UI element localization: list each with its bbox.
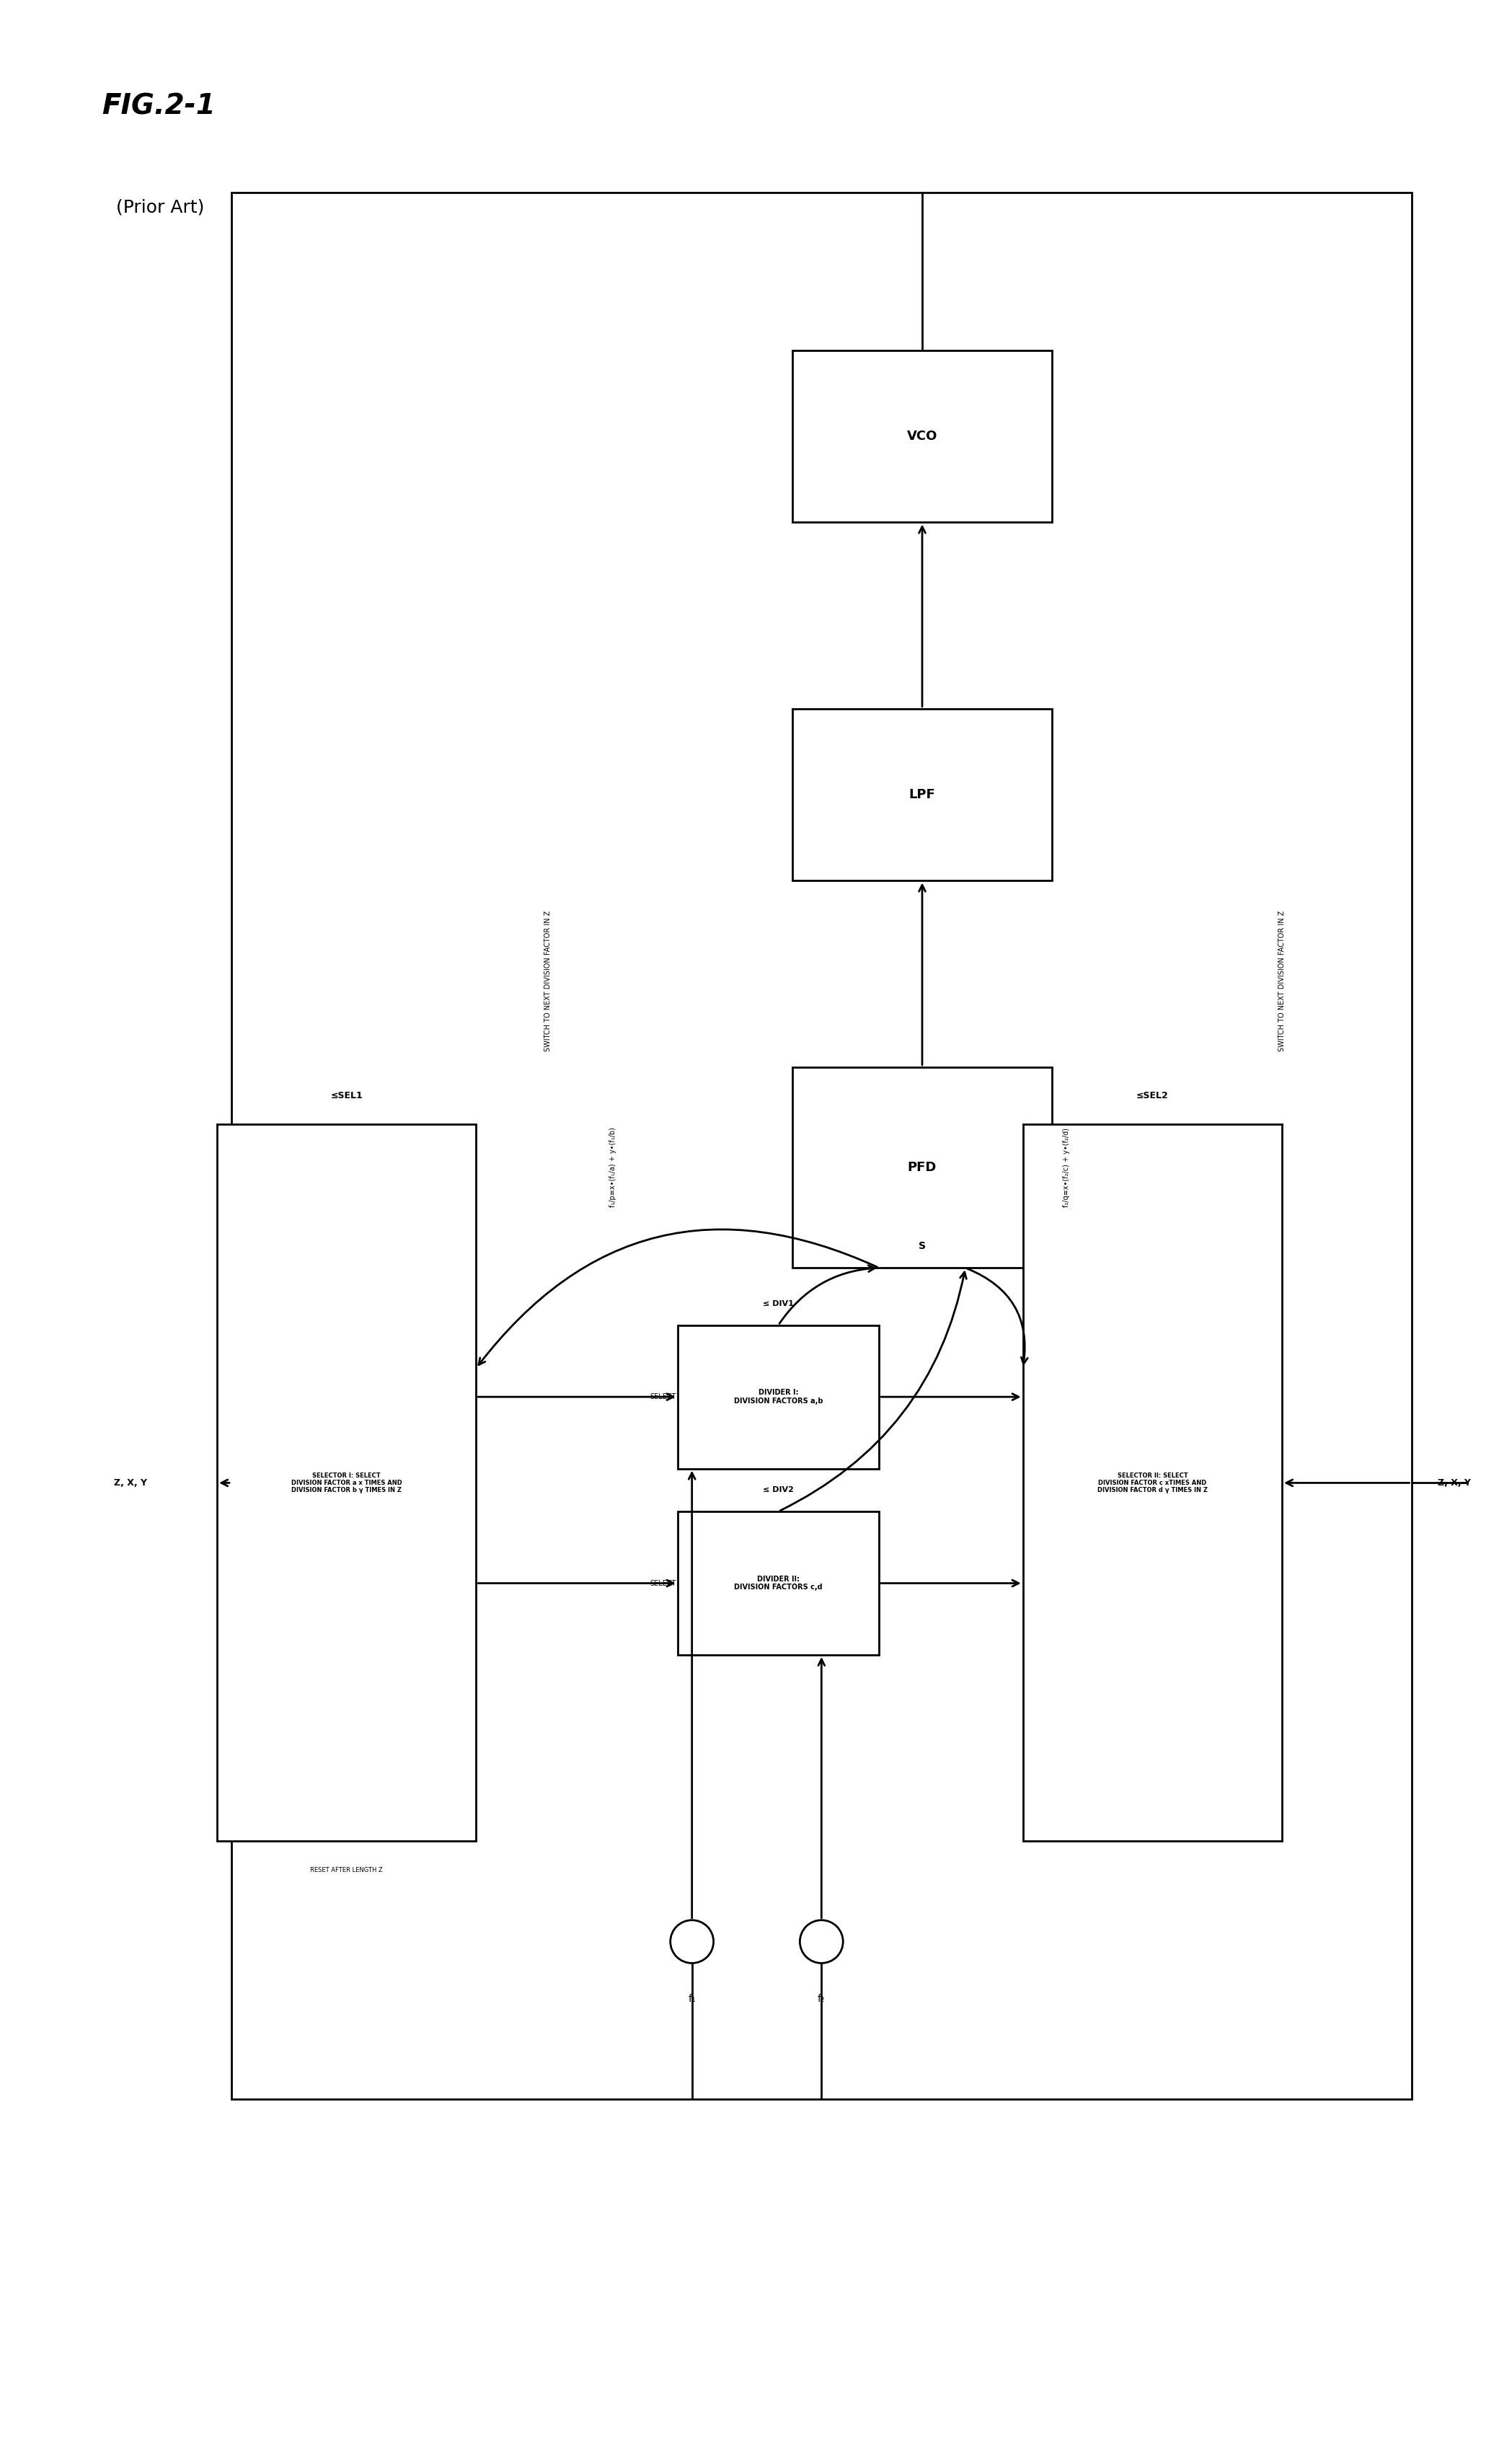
- Text: DIVIDER I:
DIVISION FACTORS a,b: DIVIDER I: DIVISION FACTORS a,b: [733, 1390, 823, 1404]
- Text: DIVIDER II:
DIVISION FACTORS c,d: DIVIDER II: DIVISION FACTORS c,d: [735, 1574, 823, 1592]
- Text: SELECT: SELECT: [651, 1392, 676, 1400]
- Bar: [793, 710, 1052, 880]
- Text: RESET AFTER LENGTH Z: RESET AFTER LENGTH Z: [310, 1868, 382, 1873]
- Text: ≤SEL1: ≤SEL1: [330, 1092, 363, 1101]
- Text: Z, X, Y: Z, X, Y: [1438, 1478, 1471, 1488]
- Text: f₂/q≡x•(f₂/c) + y•(f₂/d): f₂/q≡x•(f₂/c) + y•(f₂/d): [1063, 1129, 1070, 1207]
- Text: S: S: [919, 1242, 926, 1252]
- Text: f₂: f₂: [817, 1993, 826, 2003]
- Text: f₁/p≡x•(f₁/a) + y•(f₁/b): f₁/p≡x•(f₁/a) + y•(f₁/b): [609, 1129, 616, 1207]
- Bar: [678, 1326, 878, 1469]
- Text: SELECT: SELECT: [651, 1579, 676, 1587]
- Text: Z, X, Y: Z, X, Y: [114, 1478, 147, 1488]
- Text: SWITCH TO NEXT DIVISION FACTOR IN Z: SWITCH TO NEXT DIVISION FACTOR IN Z: [544, 912, 552, 1052]
- Text: FIG.2-1: FIG.2-1: [102, 94, 216, 121]
- Text: SWITCH TO NEXT DIVISION FACTOR IN Z: SWITCH TO NEXT DIVISION FACTOR IN Z: [1279, 912, 1286, 1052]
- Bar: [793, 350, 1052, 522]
- Text: VCO: VCO: [907, 429, 937, 444]
- Bar: [217, 1124, 477, 1841]
- Bar: [678, 1510, 878, 1656]
- Text: f₁: f₁: [688, 1993, 696, 2003]
- Text: (Prior Art): (Prior Art): [117, 197, 204, 217]
- Text: PFD: PFD: [907, 1161, 937, 1173]
- Bar: [793, 1067, 1052, 1269]
- Bar: [231, 192, 1412, 2099]
- Text: ≤SEL2: ≤SEL2: [1136, 1092, 1169, 1101]
- Bar: [1022, 1124, 1282, 1841]
- Text: SELECTOR II: SELECT
DIVISION FACTOR c xTIMES AND
DIVISION FACTOR d γ TIMES IN Z: SELECTOR II: SELECT DIVISION FACTOR c xT…: [1097, 1471, 1208, 1493]
- Text: ≤ DIV2: ≤ DIV2: [763, 1486, 794, 1493]
- Text: SELECTOR I: SELECT
DIVISION FACTOR a x TIMES AND
DIVISION FACTOR b γ TIMES IN Z: SELECTOR I: SELECT DIVISION FACTOR a x T…: [291, 1471, 402, 1493]
- Text: LPF: LPF: [908, 788, 935, 801]
- Text: ≤ DIV1: ≤ DIV1: [763, 1301, 794, 1308]
